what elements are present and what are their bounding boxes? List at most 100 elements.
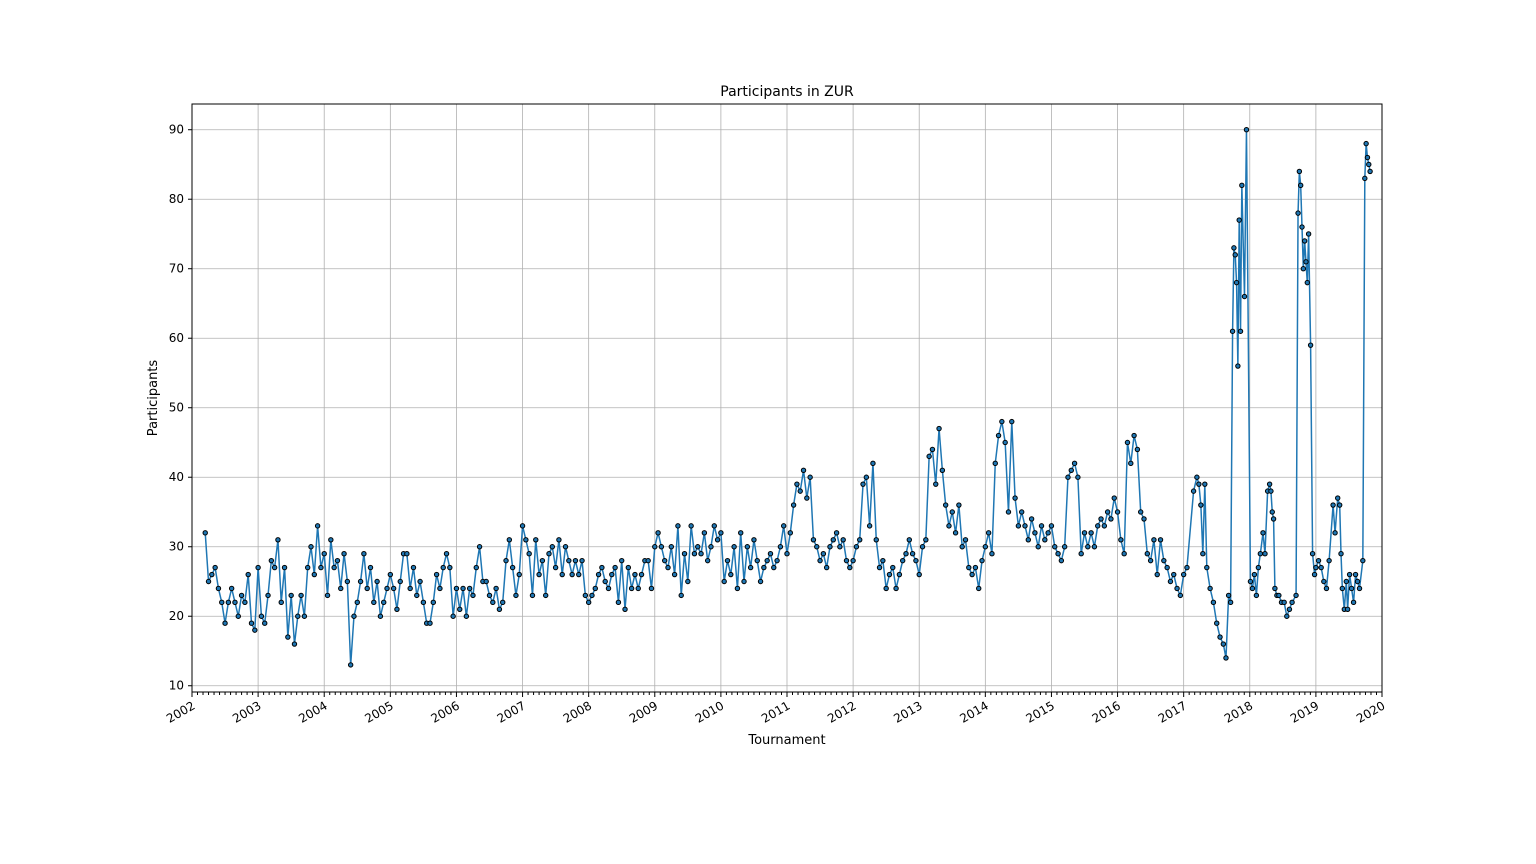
data-point bbox=[579, 557, 585, 564]
data-point bbox=[1309, 550, 1316, 557]
data-point bbox=[1237, 328, 1244, 334]
data-point bbox=[870, 460, 876, 467]
data-point bbox=[847, 564, 853, 571]
data-point bbox=[1071, 460, 1078, 467]
data-point bbox=[1214, 620, 1220, 626]
data-point bbox=[711, 523, 717, 529]
y-tick-label: 90 bbox=[169, 123, 184, 137]
data-point bbox=[1243, 127, 1250, 133]
data-point bbox=[1276, 592, 1282, 599]
data-point bbox=[334, 557, 341, 564]
data-point bbox=[1108, 516, 1114, 522]
data-point bbox=[658, 544, 665, 550]
data-point bbox=[992, 460, 998, 467]
data-point bbox=[1338, 550, 1344, 557]
data-point bbox=[506, 537, 513, 543]
data-point bbox=[496, 606, 503, 612]
data-point bbox=[569, 571, 575, 578]
data-point bbox=[1121, 550, 1127, 557]
data-point bbox=[503, 557, 509, 564]
data-point bbox=[777, 544, 784, 550]
data-point bbox=[923, 537, 929, 543]
data-point bbox=[311, 571, 318, 578]
data-point bbox=[1128, 460, 1134, 467]
data-point bbox=[1114, 509, 1121, 515]
data-point bbox=[678, 592, 684, 599]
data-point bbox=[215, 585, 222, 592]
data-point bbox=[404, 550, 410, 557]
data-point bbox=[364, 585, 370, 592]
y-tick-label: 50 bbox=[169, 401, 184, 415]
data-point bbox=[747, 564, 754, 571]
data-point bbox=[780, 523, 787, 529]
data-point bbox=[205, 578, 212, 585]
data-point bbox=[539, 557, 546, 564]
data-point bbox=[757, 578, 764, 585]
data-point bbox=[764, 557, 770, 564]
data-point bbox=[1339, 585, 1346, 592]
data-point bbox=[595, 571, 602, 578]
data-point bbox=[718, 530, 724, 536]
data-point bbox=[344, 578, 351, 585]
data-point bbox=[602, 578, 608, 585]
data-point bbox=[295, 613, 301, 619]
data-point bbox=[919, 544, 926, 550]
data-point bbox=[913, 557, 919, 564]
data-point bbox=[589, 592, 595, 599]
data-point bbox=[1118, 537, 1124, 543]
data-point bbox=[288, 592, 294, 599]
data-point bbox=[562, 544, 569, 550]
data-point bbox=[985, 530, 992, 536]
data-point bbox=[837, 544, 843, 550]
data-point bbox=[420, 599, 427, 606]
data-point bbox=[890, 564, 896, 571]
data-point bbox=[714, 537, 721, 543]
data-point bbox=[1202, 481, 1208, 487]
data-point bbox=[744, 544, 751, 550]
data-point bbox=[1184, 564, 1190, 571]
chart-title: Participants in ZUR bbox=[720, 84, 854, 100]
data-point bbox=[324, 592, 331, 599]
data-point bbox=[338, 585, 344, 592]
data-point bbox=[1360, 557, 1366, 564]
data-point bbox=[381, 599, 387, 606]
data-point bbox=[1284, 613, 1290, 619]
data-point bbox=[850, 557, 856, 564]
data-point bbox=[470, 592, 476, 599]
data-point bbox=[1247, 578, 1254, 585]
data-point bbox=[1311, 571, 1318, 578]
data-point bbox=[285, 634, 291, 640]
data-point bbox=[982, 544, 989, 550]
data-point bbox=[1085, 544, 1091, 550]
data-point bbox=[1095, 523, 1101, 529]
y-tick-label: 70 bbox=[169, 262, 184, 276]
data-point bbox=[447, 564, 453, 571]
data-point bbox=[995, 432, 1002, 439]
data-point bbox=[1268, 488, 1274, 494]
data-point bbox=[942, 502, 949, 508]
data-point bbox=[222, 620, 228, 626]
data-point bbox=[486, 592, 493, 599]
data-point bbox=[248, 620, 255, 626]
data-point bbox=[513, 592, 519, 599]
data-point bbox=[814, 544, 820, 550]
data-point bbox=[668, 544, 675, 550]
data-point bbox=[1305, 231, 1312, 237]
data-point bbox=[1225, 592, 1232, 599]
data-point bbox=[1299, 224, 1305, 230]
data-point bbox=[1068, 467, 1074, 473]
data-point bbox=[685, 578, 691, 585]
data-point bbox=[347, 662, 354, 668]
data-point bbox=[866, 523, 873, 529]
data-point bbox=[701, 530, 708, 536]
data-point bbox=[1301, 238, 1308, 244]
data-point bbox=[962, 537, 969, 543]
data-point bbox=[582, 592, 589, 599]
data-point bbox=[500, 599, 506, 606]
data-point bbox=[212, 564, 218, 571]
data-point bbox=[304, 564, 311, 571]
data-point bbox=[533, 537, 539, 543]
data-point bbox=[1235, 363, 1241, 369]
data-point bbox=[473, 564, 479, 571]
data-point bbox=[1200, 550, 1206, 557]
